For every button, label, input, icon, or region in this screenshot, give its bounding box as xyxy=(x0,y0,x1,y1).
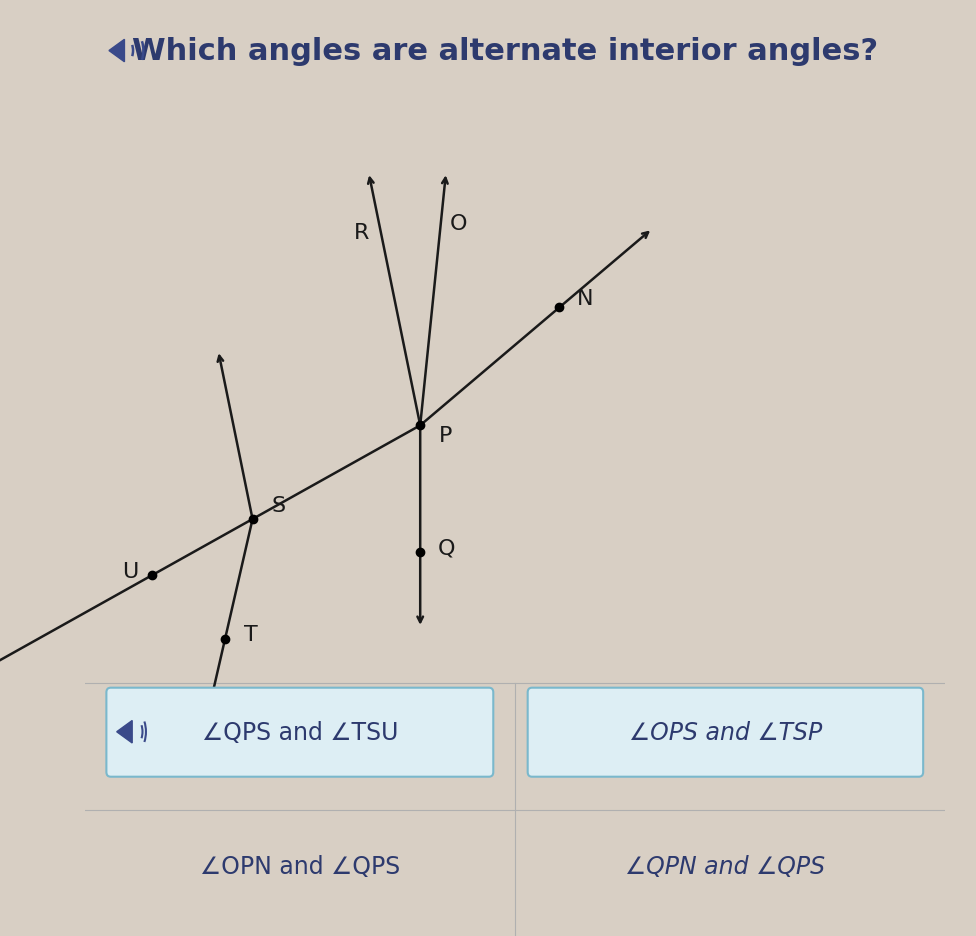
Polygon shape xyxy=(109,40,125,63)
Text: ∠QPN and ∠QPS: ∠QPN and ∠QPS xyxy=(626,854,826,878)
Text: N: N xyxy=(577,288,593,309)
Text: O: O xyxy=(449,213,467,234)
Text: Q: Q xyxy=(437,537,455,558)
Polygon shape xyxy=(117,721,132,743)
Text: ∠OPN and ∠QPS: ∠OPN and ∠QPS xyxy=(200,854,400,878)
Text: R: R xyxy=(354,223,370,243)
Text: U: U xyxy=(122,561,139,581)
Text: ∠QPS and ∠TSU: ∠QPS and ∠TSU xyxy=(202,720,398,744)
FancyBboxPatch shape xyxy=(106,688,493,777)
Text: T: T xyxy=(244,624,258,645)
Text: P: P xyxy=(439,425,453,446)
Text: S: S xyxy=(271,495,285,516)
FancyBboxPatch shape xyxy=(528,688,923,777)
Text: Which angles are alternate interior angles?: Which angles are alternate interior angl… xyxy=(132,37,878,66)
Text: ∠OPS and ∠TSP: ∠OPS and ∠TSP xyxy=(629,720,822,744)
